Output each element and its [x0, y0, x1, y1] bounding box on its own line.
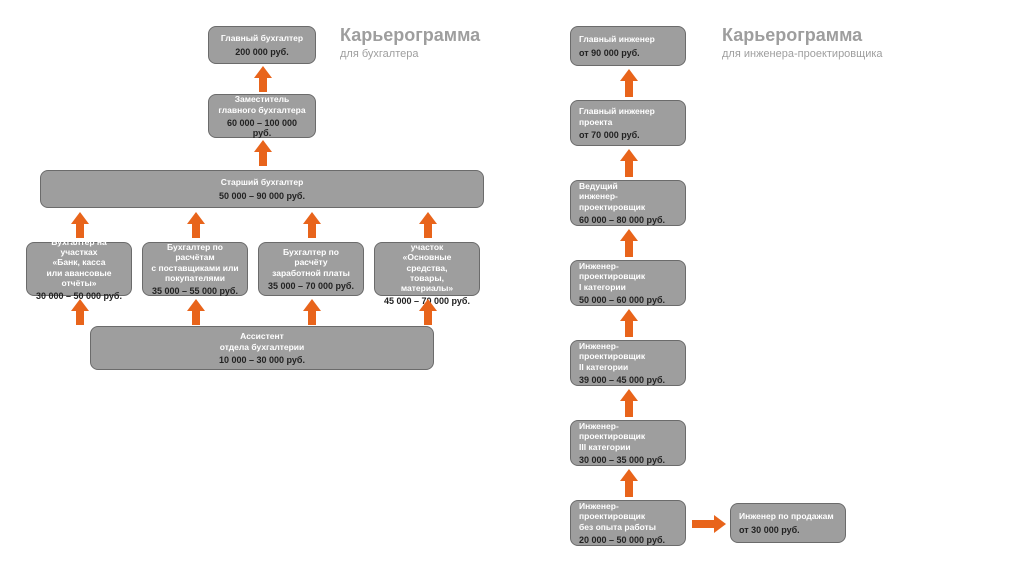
arrow-up-icon	[419, 212, 437, 238]
arrow-up-icon	[254, 140, 272, 166]
node-accountant-bank: Бухгалтер на участках «Банк, касса или а…	[26, 242, 132, 296]
node-label: Старший бухгалтер	[221, 177, 304, 187]
node-label: Главный бухгалтер	[221, 33, 303, 43]
arrow-up-icon	[71, 299, 89, 325]
node-salary: от 70 000 руб.	[579, 130, 640, 140]
node-chief-project-engineer: Главный инженер проекта от 70 000 руб.	[570, 100, 686, 146]
node-salary: 60 000 – 100 000 руб.	[217, 118, 307, 138]
node-accountant-suppliers: Бухгалтер по расчётам с поставщиками или…	[142, 242, 248, 296]
right-title: Карьерограмма для инженера-проектировщик…	[722, 26, 883, 60]
node-salary: 50 000 – 90 000 руб.	[219, 191, 305, 201]
node-accountant-payroll: Бухгалтер по расчёту заработной платы 35…	[258, 242, 364, 296]
node-label: Ведущий инженер-проектировщик	[579, 181, 677, 212]
node-salary: от 30 000 руб.	[739, 525, 800, 535]
node-label: Заместитель главного бухгалтера	[218, 94, 305, 114]
node-label: Инженер-проектировщик без опыта работы	[579, 501, 677, 532]
node-label: Бухгалтер на участок «Основные средства,…	[383, 232, 471, 293]
arrow-up-icon	[620, 229, 638, 257]
left-title-main: Карьерограмма	[340, 26, 480, 46]
node-label: Бухгалтер на участках «Банк, касса или а…	[35, 237, 123, 288]
node-salary: 30 000 – 35 000 руб.	[579, 455, 665, 465]
arrow-up-icon	[620, 149, 638, 177]
node-sales-engineer: Инженер по продажам от 30 000 руб.	[730, 503, 846, 543]
node-label: Главный инженер	[579, 34, 655, 44]
arrow-up-icon	[254, 66, 272, 92]
arrow-up-icon	[620, 469, 638, 497]
node-label: Ассистент отдела бухгалтерии	[220, 331, 305, 351]
node-salary: 10 000 – 30 000 руб.	[219, 355, 305, 365]
node-label: Инженер-проектировщик III категории	[579, 421, 677, 452]
node-salary: 200 000 руб.	[235, 47, 288, 57]
node-design-engineer-cat2: Инженер-проектировщик II категории 39 00…	[570, 340, 686, 386]
right-title-main: Карьерограмма	[722, 26, 883, 46]
node-design-engineer-cat3: Инженер-проектировщик III категории 30 0…	[570, 420, 686, 466]
node-label: Главный инженер проекта	[579, 106, 655, 126]
arrow-up-icon	[187, 299, 205, 325]
node-salary: 35 000 – 55 000 руб.	[152, 286, 238, 296]
arrow-right-icon	[692, 515, 726, 533]
node-salary: 60 000 – 80 000 руб.	[579, 215, 665, 225]
left-title: Карьерограмма для бухгалтера	[340, 26, 480, 60]
left-title-sub: для бухгалтера	[340, 48, 480, 60]
arrow-up-icon	[71, 212, 89, 238]
node-senior-accountant: Старший бухгалтер 50 000 – 90 000 руб.	[40, 170, 484, 208]
node-label: Инженер по продажам	[739, 511, 834, 521]
node-label: Инженер-проектировщик II категории	[579, 341, 677, 372]
node-label: Бухгалтер по расчёту заработной платы	[267, 247, 355, 278]
node-salary: 20 000 – 50 000 руб.	[579, 535, 665, 545]
arrow-up-icon	[620, 69, 638, 97]
arrow-up-icon	[620, 389, 638, 417]
node-salary: 50 000 – 60 000 руб.	[579, 295, 665, 305]
node-salary: 35 000 – 70 000 руб.	[268, 281, 354, 291]
node-label: Бухгалтер по расчётам с поставщиками или…	[151, 242, 239, 283]
node-chief-engineer: Главный инженер от 90 000 руб.	[570, 26, 686, 66]
arrow-up-icon	[303, 212, 321, 238]
node-label: Инженер-проектировщик I категории	[579, 261, 677, 292]
right-title-sub: для инженера-проектировщика	[722, 48, 883, 60]
node-design-engineer-cat1: Инженер-проектировщик I категории 50 000…	[570, 260, 686, 306]
node-accountant-assets: Бухгалтер на участок «Основные средства,…	[374, 242, 480, 296]
node-salary: от 90 000 руб.	[579, 48, 640, 58]
arrow-up-icon	[419, 299, 437, 325]
node-design-engineer-junior: Инженер-проектировщик без опыта работы 2…	[570, 500, 686, 546]
node-salary: 39 000 – 45 000 руб.	[579, 375, 665, 385]
node-chief-accountant: Главный бухгалтер 200 000 руб.	[208, 26, 316, 64]
arrow-up-icon	[620, 309, 638, 337]
arrow-up-icon	[303, 299, 321, 325]
node-deputy-chief-accountant: Заместитель главного бухгалтера 60 000 –…	[208, 94, 316, 138]
node-assistant: Ассистент отдела бухгалтерии 10 000 – 30…	[90, 326, 434, 370]
node-lead-design-engineer: Ведущий инженер-проектировщик 60 000 – 8…	[570, 180, 686, 226]
arrow-up-icon	[187, 212, 205, 238]
